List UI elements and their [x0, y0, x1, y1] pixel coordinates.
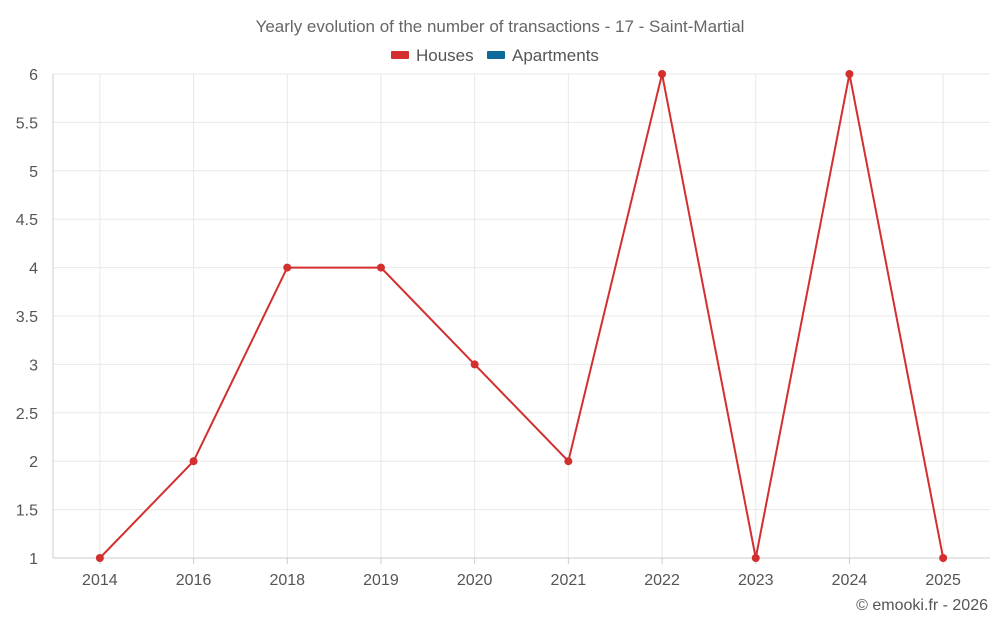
- x-tick-label: 2014: [82, 572, 118, 589]
- data-point-houses: [95, 554, 104, 562]
- data-point-houses: [283, 263, 292, 272]
- y-tick-label: 5.5: [16, 115, 38, 132]
- legend-label-houses: Houses: [416, 46, 474, 65]
- series-houses: [95, 70, 948, 562]
- y-tick-label: 1.5: [16, 503, 38, 520]
- x-tick-label: 2024: [832, 572, 868, 589]
- y-tick-label: 6: [29, 67, 38, 84]
- y-tick-label: 2: [29, 454, 38, 471]
- y-tick-label: 4.5: [16, 212, 38, 229]
- credit-text: © emooki.fr - 2026: [856, 597, 988, 614]
- x-tick-label: 2018: [269, 572, 305, 589]
- y-tick-label: 2.5: [16, 406, 38, 423]
- y-tick-label: 3.5: [16, 309, 38, 326]
- x-tick-label: 2019: [363, 572, 399, 589]
- data-point-houses: [939, 554, 948, 562]
- data-point-houses: [376, 263, 385, 272]
- x-tick-label: 2020: [457, 572, 493, 589]
- y-tick-label: 5: [29, 164, 38, 181]
- legend-swatch-houses: [391, 51, 409, 59]
- x-tick-label: 2016: [176, 572, 212, 589]
- x-tick-label: 2021: [551, 572, 587, 589]
- x-tick-label: 2022: [644, 572, 680, 589]
- data-point-houses: [845, 70, 854, 78]
- grid: [53, 73, 990, 558]
- x-tick-label: 2025: [925, 572, 961, 589]
- data-point-houses: [470, 360, 479, 369]
- data-point-houses: [751, 554, 760, 562]
- legend-item-apartments[interactable]: Apartments: [487, 46, 599, 65]
- chart-title: Yearly evolution of the number of transa…: [256, 17, 745, 36]
- data-point-houses: [189, 457, 198, 466]
- legend-item-houses[interactable]: Houses: [391, 46, 474, 65]
- legend: Houses Apartments: [391, 46, 599, 65]
- axes: 1 1.5 2 2.5 3 3.5 4 4.5 5 5.5 6 2014 2016 2018 2019 202…: [16, 67, 990, 589]
- y-tick-label: 4: [29, 261, 38, 278]
- data-point-houses: [658, 70, 667, 78]
- y-tick-label: 3: [29, 357, 38, 374]
- x-tick-label: 2023: [738, 572, 774, 589]
- y-tick-label: 1: [29, 551, 38, 568]
- series-line-houses: [99, 73, 945, 559]
- legend-label-apartments: Apartments: [512, 46, 599, 65]
- data-point-houses: [564, 457, 573, 466]
- legend-swatch-apartments: [487, 51, 505, 59]
